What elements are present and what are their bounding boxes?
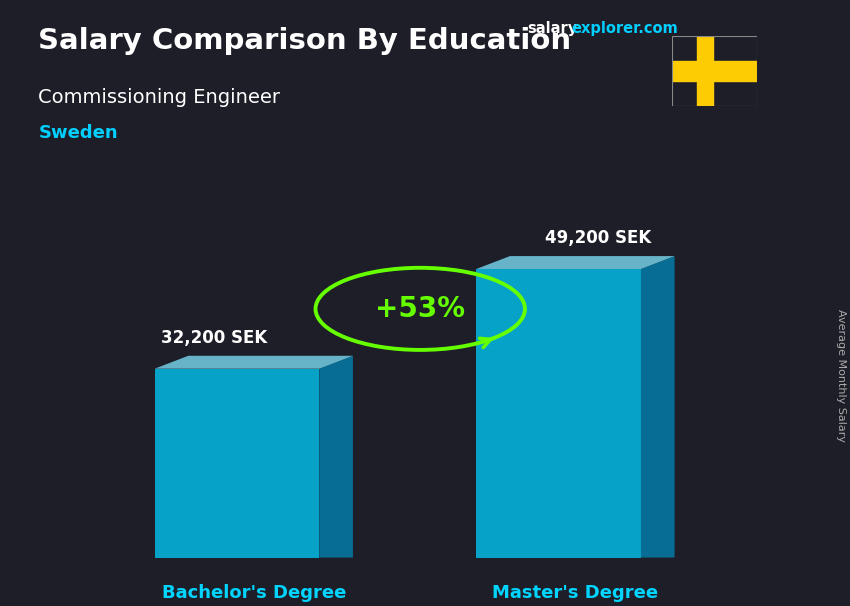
Text: Salary Comparison By Education: Salary Comparison By Education [38, 27, 571, 55]
Polygon shape [641, 256, 675, 558]
Bar [672, 61, 756, 81]
Text: salary: salary [527, 21, 577, 36]
Text: 49,200 SEK: 49,200 SEK [545, 229, 651, 247]
Text: explorer.com: explorer.com [571, 21, 678, 36]
Polygon shape [320, 356, 353, 558]
Polygon shape [155, 368, 320, 558]
Bar [697, 36, 713, 106]
Text: Bachelor's Degree: Bachelor's Degree [162, 584, 346, 602]
Text: Master's Degree: Master's Degree [492, 584, 659, 602]
Text: +53%: +53% [375, 295, 465, 323]
Polygon shape [476, 269, 641, 558]
Text: 32,200 SEK: 32,200 SEK [162, 329, 268, 347]
Polygon shape [155, 356, 353, 368]
Polygon shape [476, 256, 675, 269]
Text: Commissioning Engineer: Commissioning Engineer [38, 88, 280, 107]
Text: Average Monthly Salary: Average Monthly Salary [836, 309, 846, 442]
Text: Sweden: Sweden [38, 124, 118, 142]
